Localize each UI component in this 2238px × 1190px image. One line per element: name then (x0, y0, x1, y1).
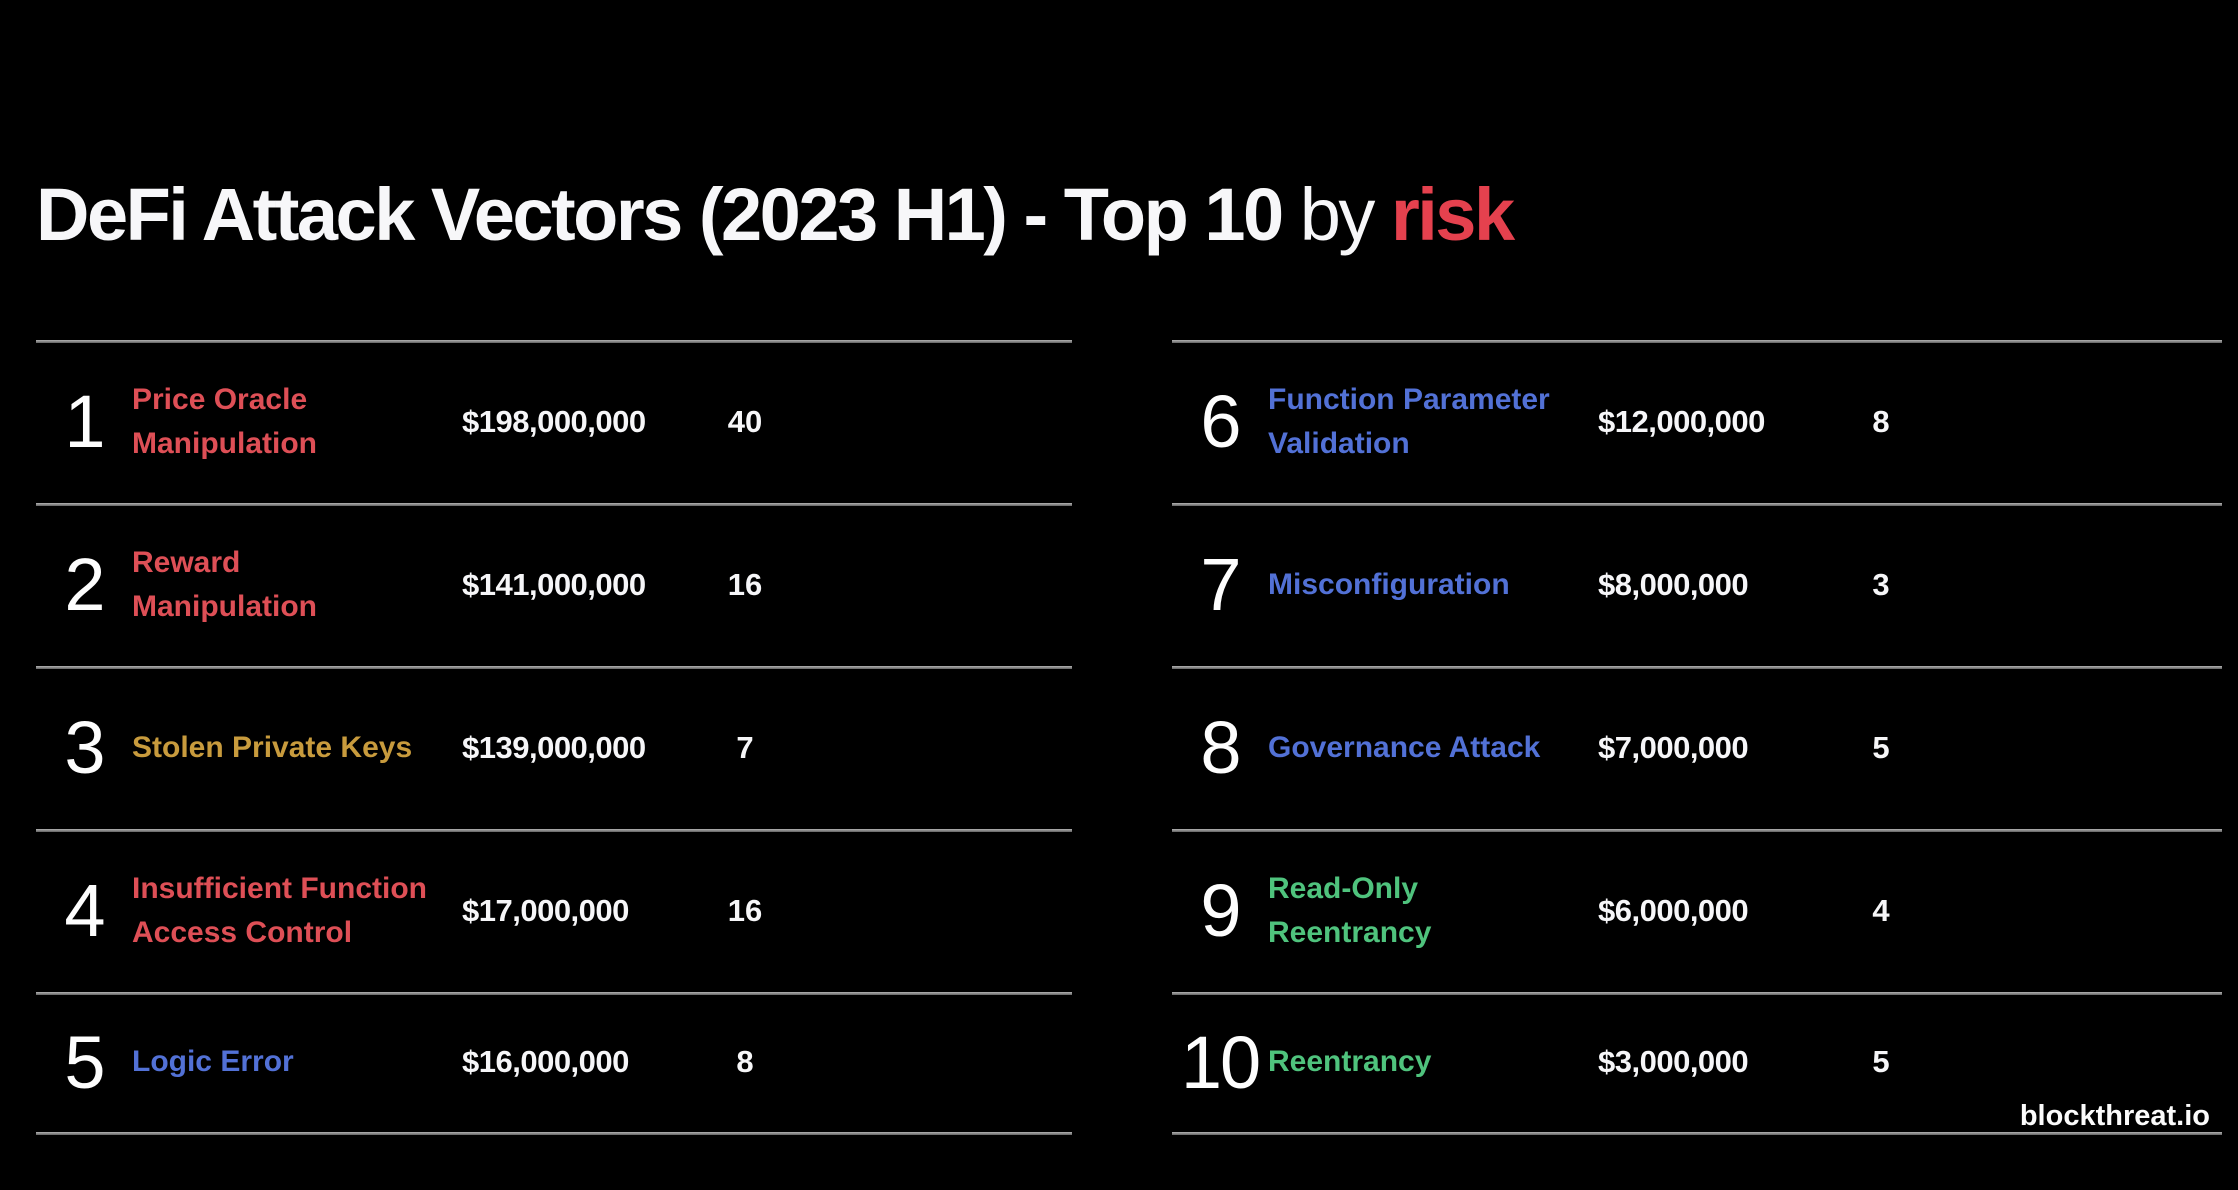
title-main: DeFi Attack Vectors (2023 H1) - Top 10 (36, 172, 1284, 256)
rank-number: 10 (1180, 1020, 1261, 1104)
loss-amount: $198,000,000 (462, 403, 646, 439)
loss-amount: $8,000,000 (1598, 566, 1749, 602)
loss-amount: $6,000,000 (1598, 892, 1749, 928)
table-row: 10 Reentrancy $3,000,000 5 (1172, 992, 2222, 1132)
loss-amount: $16,000,000 (462, 1044, 629, 1079)
incident-count: 7 (736, 729, 754, 765)
loss-amount: $7,000,000 (1598, 729, 1749, 765)
table-row: 1 Price Oracle Manipulation $198,000,000… (36, 340, 1072, 503)
table-row: 3 Stolen Private Keys $139,000,000 7 (36, 666, 1072, 829)
incident-count: 4 (1872, 892, 1890, 928)
table-row: 9 Read-Only Reentrancy $6,000,000 4 (1172, 829, 2222, 992)
attack-vector-name: Misconfiguration (1268, 567, 1510, 601)
incident-count: 5 (1872, 1044, 1890, 1079)
ranking-column-right: 6 Function Parameter Validation $12,000,… (1172, 340, 2222, 1135)
rank-number: 6 (1200, 380, 1241, 463)
table-row: 6 Function Parameter Validation $12,000,… (1172, 340, 2222, 503)
attack-vector-name: Insufficient Function Access Control (132, 872, 427, 949)
table-row: 2 Reward Manipulation $141,000,000 16 (36, 503, 1072, 666)
title-connector: by (1281, 172, 1391, 256)
table-row: 4 Insufficient Function Access Control $… (36, 829, 1072, 992)
table-row: 8 Governance Attack $7,000,000 5 (1172, 666, 2222, 829)
page-title: DeFi Attack Vectors (2023 H1) - Top 10 b… (36, 172, 1515, 256)
rank-number: 3 (64, 706, 105, 789)
incident-count: 8 (1872, 403, 1890, 439)
table-row: 5 Logic Error $16,000,000 8 (36, 992, 1072, 1132)
loss-amount: $17,000,000 (462, 892, 629, 928)
incident-count: 5 (1872, 729, 1890, 765)
incident-count: 16 (727, 892, 763, 928)
table-row: 7 Misconfiguration $8,000,000 3 (1172, 503, 2222, 666)
incident-count: 40 (727, 403, 763, 439)
attack-vector-name: Function Parameter Validation (1268, 383, 1550, 460)
rank-number: 1 (64, 380, 105, 463)
loss-amount: $141,000,000 (462, 566, 646, 602)
rank-number: 5 (64, 1020, 105, 1104)
title-highlight-risk: risk (1390, 172, 1515, 256)
attack-vector-name: Logic Error (132, 1045, 294, 1079)
watermark-blockthreat: blockthreat.io (2019, 1100, 2210, 1132)
incident-count: 8 (736, 1044, 754, 1079)
loss-amount: $3,000,000 (1598, 1044, 1749, 1079)
incident-count: 16 (727, 566, 763, 602)
attack-vector-name: Read-Only Reentrancy (1268, 872, 1432, 949)
rank-number: 9 (1200, 869, 1241, 952)
loss-amount: $12,000,000 (1598, 403, 1765, 439)
attack-vector-name: Stolen Private Keys (132, 730, 413, 764)
loss-amount: $139,000,000 (462, 729, 646, 765)
attack-vector-name: Reentrancy (1268, 1045, 1432, 1079)
rank-number: 8 (1200, 706, 1241, 789)
rank-number: 2 (64, 543, 105, 626)
ranking-column-left: 1 Price Oracle Manipulation $198,000,000… (36, 340, 1072, 1135)
attack-vector-name: Price Oracle Manipulation (132, 383, 317, 460)
attack-vector-name: Governance Attack (1268, 730, 1541, 764)
incident-count: 3 (1872, 566, 1890, 602)
rank-number: 7 (1200, 543, 1241, 626)
rank-number: 4 (64, 869, 105, 952)
attack-vector-name: Reward Manipulation (132, 546, 317, 623)
